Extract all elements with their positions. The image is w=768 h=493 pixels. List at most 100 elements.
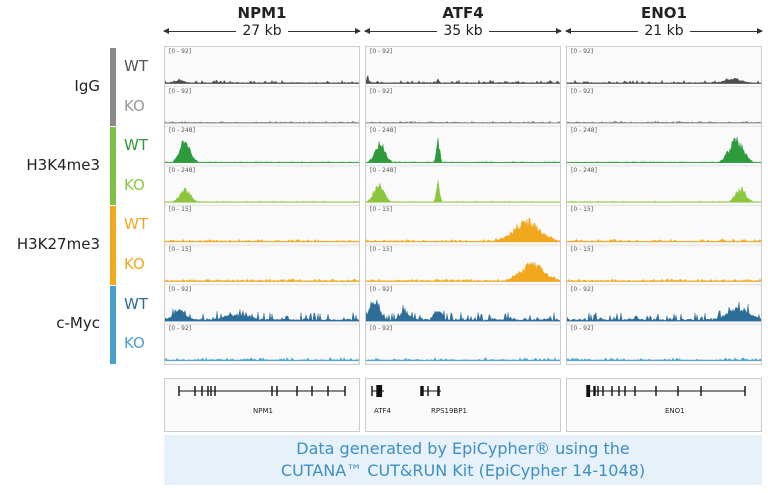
exon bbox=[655, 386, 657, 396]
exon bbox=[194, 386, 196, 396]
track-range-label: [0 - 248] bbox=[169, 127, 195, 135]
locus-name: NPM1 bbox=[237, 4, 287, 22]
track-range-label: [0 - 15] bbox=[169, 206, 192, 214]
signal-H3K4me3-KO-ATF4 bbox=[366, 179, 560, 203]
exon bbox=[437, 386, 439, 396]
track-range-label: [0 - 92] bbox=[169, 325, 192, 333]
exon bbox=[586, 385, 589, 397]
track-range-label: [0 - 248] bbox=[169, 166, 195, 174]
exon bbox=[327, 386, 329, 396]
signal-c-Myc-KO-NPM1 bbox=[165, 356, 359, 361]
exon bbox=[602, 386, 604, 396]
locus-name: ENO1 bbox=[641, 4, 687, 22]
signal-IgG-WT-ATF4 bbox=[366, 74, 560, 84]
exon bbox=[421, 386, 423, 396]
track-range-label: [0 - 92] bbox=[169, 48, 192, 55]
signal-c-Myc-KO-ENO1 bbox=[567, 356, 761, 361]
exon bbox=[380, 385, 383, 397]
signal-c-Myc-WT-ATF4 bbox=[366, 299, 560, 322]
exon bbox=[210, 386, 212, 396]
condition-label: WT bbox=[124, 215, 148, 234]
track-range-label: [0 - 248] bbox=[370, 127, 396, 135]
signal-IgG-KO-ENO1 bbox=[567, 120, 761, 124]
footer-line-2: CUTANA™ CUT&RUN Kit (EpiCypher 14-1048) bbox=[280, 461, 646, 480]
condition-label: WT bbox=[124, 136, 148, 155]
condition-label: WT bbox=[124, 294, 148, 313]
group-color-bar bbox=[110, 285, 116, 364]
track-range-label: [0 - 15] bbox=[370, 206, 393, 214]
track-range-label: [0 - 15] bbox=[370, 246, 393, 253]
exon bbox=[296, 386, 298, 396]
exon bbox=[594, 386, 596, 396]
track-range-label: [0 - 248] bbox=[370, 166, 396, 174]
track-panel-ATF4: [0 - 92] [0 - 92] [0 - 248] [0 - 248] [0 - 1… bbox=[365, 46, 561, 365]
left-arrow bbox=[162, 27, 237, 34]
track-range-label: [0 - 92] bbox=[571, 87, 594, 95]
exon bbox=[618, 386, 620, 396]
right-arrow bbox=[689, 27, 764, 34]
exon bbox=[371, 386, 373, 396]
exon bbox=[201, 386, 203, 396]
group-label: IgG bbox=[74, 76, 100, 95]
condition-label: KO bbox=[124, 334, 145, 353]
gene-annotation-NPM1: NPM1 bbox=[164, 378, 360, 432]
exon bbox=[207, 386, 209, 396]
signal-IgG-WT-NPM1 bbox=[165, 78, 359, 84]
signal-H3K4me3-WT-NPM1 bbox=[165, 140, 359, 163]
tracks-svg bbox=[165, 78, 359, 361]
track-panel-NPM1: [0 - 92] [0 - 92] [0 - 248] [0 - 248] [0 - 1… bbox=[164, 46, 360, 365]
left-arrow bbox=[564, 27, 639, 34]
group-color-bar bbox=[110, 206, 116, 285]
footer-line-1: Data generated by EpiCypher® using the bbox=[296, 439, 630, 458]
track-range-label: [0 - 92] bbox=[370, 285, 393, 293]
gene-model-svg bbox=[178, 386, 346, 396]
exon bbox=[427, 386, 429, 396]
track-range-label: [0 - 92] bbox=[571, 48, 594, 55]
locus-header: ATF4 35 kb bbox=[363, 4, 563, 40]
exon bbox=[422, 386, 424, 396]
track-panel-ENO1: [0 - 92] [0 - 92] [0 - 248] [0 - 248] [0 - 1… bbox=[566, 46, 762, 365]
exon bbox=[214, 386, 216, 396]
gene-label: ATF4 bbox=[374, 407, 392, 415]
group-label: H3K27me3 bbox=[16, 235, 100, 253]
gene-label: NPM1 bbox=[253, 407, 273, 415]
exon bbox=[311, 386, 313, 396]
signal-H3K27me3-KO-NPM1 bbox=[165, 278, 359, 282]
exon bbox=[271, 386, 273, 396]
exon bbox=[677, 386, 679, 396]
exon bbox=[376, 385, 379, 397]
right-arrow bbox=[488, 27, 563, 34]
exon bbox=[597, 386, 599, 396]
signal-H3K27me3-KO-ENO1 bbox=[567, 278, 761, 282]
locus-size-label: 35 kb bbox=[443, 23, 483, 39]
track-range-label: [0 - 92] bbox=[571, 325, 594, 333]
track-range-label: [0 - 248] bbox=[571, 127, 597, 135]
track-range-label: [0 - 92] bbox=[571, 285, 594, 293]
track-range-label: [0 - 92] bbox=[370, 325, 393, 333]
gene-label: RPS19BP1 bbox=[431, 407, 467, 415]
signal-H3K4me3-KO-ENO1 bbox=[567, 185, 761, 203]
signal-H3K27me3-WT-NPM1 bbox=[165, 238, 359, 243]
exon bbox=[611, 386, 613, 396]
track-range-label: [0 - 92] bbox=[169, 87, 192, 95]
exon bbox=[624, 386, 626, 396]
exon bbox=[178, 386, 180, 396]
track-range-label: [0 - 92] bbox=[370, 48, 393, 55]
gene-label: ENO1 bbox=[665, 407, 685, 415]
track-range-label: [0 - 248] bbox=[571, 166, 597, 174]
exon bbox=[379, 385, 382, 397]
locus-header: NPM1 27 kb bbox=[162, 4, 362, 40]
signal-c-Myc-KO-ATF4 bbox=[366, 356, 560, 361]
locus-size-label: 21 kb bbox=[644, 23, 684, 39]
locus-size-label: 27 kb bbox=[242, 23, 282, 39]
signal-H3K27me3-WT-ENO1 bbox=[567, 238, 761, 243]
exon bbox=[588, 385, 591, 397]
tracks-svg bbox=[567, 77, 761, 361]
signal-H3K4me3-WT-ATF4 bbox=[366, 137, 560, 163]
exon bbox=[700, 386, 702, 396]
exon bbox=[593, 386, 595, 396]
locus-size: 21 kb bbox=[564, 22, 764, 40]
tracks-svg bbox=[366, 74, 560, 361]
locus-header: ENO1 21 kb bbox=[564, 4, 764, 40]
exon bbox=[587, 385, 590, 397]
